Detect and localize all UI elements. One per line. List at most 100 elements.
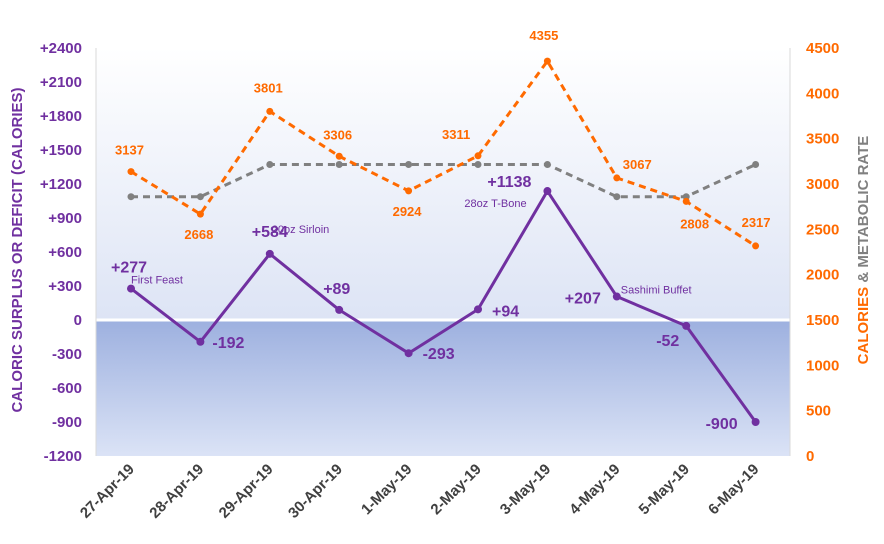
- calories-point: [127, 168, 135, 176]
- right-tick-label: 0: [806, 448, 814, 465]
- x-tick-label: 2-May-19: [427, 461, 484, 518]
- metabolic-point: [196, 193, 204, 201]
- calories-data-label: 2668: [184, 227, 213, 242]
- left-tick-label: +1800: [40, 108, 82, 125]
- calories-point: [543, 57, 551, 65]
- metabolic-point: [405, 161, 413, 169]
- calories-point: [266, 107, 274, 115]
- surplus-data-label: -192: [212, 335, 244, 352]
- surplus-data-label: -52: [656, 333, 679, 350]
- left-tick-label: -1200: [44, 448, 82, 465]
- calories-point: [474, 152, 482, 160]
- right-axis-title-metabolic: METABOLIC RATE: [855, 136, 872, 268]
- surplus-data-label: +584: [252, 224, 288, 241]
- calories-data-label: 3311: [442, 127, 470, 142]
- surplus-data-label: -900: [706, 416, 738, 433]
- right-tick-label: 500: [806, 403, 831, 420]
- right-tick-label: 3500: [806, 131, 839, 148]
- calories-data-label: 2808: [680, 216, 709, 231]
- surplus-point: [682, 321, 691, 330]
- metabolic-point: [474, 161, 482, 169]
- calories-data-label: 3137: [115, 143, 144, 158]
- left-tick-label: +1200: [40, 176, 82, 193]
- right-axis-title: CALORIES & METABOLIC RATE: [855, 136, 872, 365]
- right-tick-label: 1000: [806, 357, 839, 374]
- surplus-point: [335, 305, 344, 314]
- left-tick-label: +2400: [40, 40, 82, 57]
- left-tick-label: +600: [48, 244, 82, 261]
- calories-data-label: 3801: [254, 80, 283, 95]
- left-tick-label: +1500: [40, 142, 82, 159]
- x-tick-label: 30-Apr-19: [285, 461, 346, 522]
- series-lines: [130, 59, 757, 423]
- metabolic-point: [127, 193, 135, 201]
- left-axis-ticks: +2400 +2100 +1800 +1500 +1200 +900 +600 +300 0 -3…: [40, 40, 82, 465]
- calories-data-label: 2317: [742, 215, 771, 230]
- calories-point: [682, 197, 690, 205]
- right-axis-title-calories: CALORIES: [855, 287, 872, 365]
- surplus-data-label: +277: [111, 260, 147, 277]
- surplus-data-label: -293: [423, 346, 455, 363]
- x-tick-label: 1-May-19: [358, 461, 415, 518]
- x-tick-label: 6-May-19: [705, 461, 762, 518]
- calories-data-label: 2924: [393, 204, 423, 219]
- calories-data-label: 4355: [529, 28, 558, 43]
- surplus-line: [130, 189, 757, 423]
- calories-point: [613, 174, 621, 182]
- metabolic-point: [266, 161, 274, 169]
- right-tick-label: 2500: [806, 221, 839, 238]
- surplus-data-label: +1138: [487, 174, 531, 191]
- surplus-point: [474, 305, 482, 314]
- calories-line: [130, 59, 757, 248]
- right-tick-label: 4000: [806, 85, 839, 102]
- right-tick-label: 4500: [806, 40, 839, 57]
- left-tick-label: +2100: [40, 74, 82, 91]
- surplus-note: Sashimi Buffet: [621, 285, 692, 297]
- left-tick-label: -300: [52, 346, 82, 363]
- calories-point: [335, 152, 343, 160]
- surplus-point: [127, 284, 135, 293]
- surplus-point: [543, 187, 552, 196]
- metabolic-point: [335, 161, 343, 169]
- surplus-note: 20oz Sirloin: [272, 224, 329, 236]
- series-points: [127, 57, 760, 426]
- surplus-point: [612, 292, 621, 301]
- plot-band-positive: [96, 48, 790, 320]
- x-tick-label: 28-Apr-19: [146, 461, 207, 522]
- surplus-data-label: +94: [492, 303, 519, 320]
- surplus-note: 28oz T-Bone: [464, 198, 526, 210]
- surplus-point: [404, 349, 413, 358]
- left-tick-label: +300: [48, 278, 82, 295]
- metabolic-point: [543, 161, 551, 169]
- right-axis-ticks: 4500 4000 3500 3000 2500 2000 1500 1000 500 0: [806, 40, 839, 465]
- surplus-data-label: +89: [323, 281, 350, 298]
- right-axis-title-amp: &: [855, 268, 872, 287]
- surplus-point: [196, 337, 205, 346]
- surplus-point: [265, 249, 274, 258]
- left-tick-label: 0: [74, 312, 82, 329]
- x-axis-ticks: 27-Apr-19 28-Apr-19 29-Apr-19 30-Apr-19 1-Ma…: [77, 461, 763, 522]
- right-tick-label: 2000: [806, 267, 839, 284]
- calories-data-label: 3306: [323, 127, 352, 142]
- calories-point: [405, 187, 413, 195]
- data-labels: +277 -192 +584 +89 -293 +94 +1138 +207 -52 -900 Fi…: [111, 28, 771, 433]
- left-tick-label: -900: [52, 414, 82, 431]
- plot-band-negative: [96, 320, 790, 456]
- surplus-note: First Feast: [131, 275, 183, 287]
- calories-point: [752, 242, 760, 250]
- plot-background: [95, 48, 791, 456]
- left-tick-label: +900: [48, 210, 82, 227]
- metabolic-line: [131, 163, 757, 199]
- x-tick-label: 3-May-19: [497, 461, 554, 518]
- x-tick-label: 5-May-19: [636, 461, 693, 518]
- surplus-point: [751, 418, 760, 426]
- calories-point: [196, 210, 204, 218]
- right-tick-label: 1500: [806, 312, 839, 329]
- metabolic-point: [613, 193, 621, 201]
- left-tick-label: -600: [52, 380, 82, 397]
- right-tick-label: 3000: [806, 176, 839, 193]
- calories-data-label: 3067: [623, 157, 652, 172]
- x-tick-label: 29-Apr-19: [216, 461, 277, 522]
- x-tick-label: 4-May-19: [566, 461, 623, 518]
